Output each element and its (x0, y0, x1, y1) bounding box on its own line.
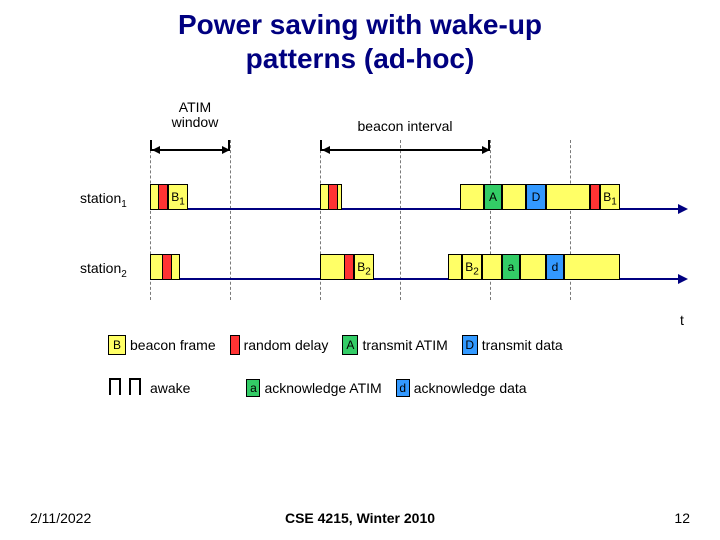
timeline-block (564, 254, 620, 280)
timeline-block (158, 184, 168, 210)
legend-swatch: A (342, 335, 358, 355)
legend-swatch: D (462, 335, 478, 355)
timeline-block: B2 (354, 254, 374, 280)
legend-swatch: B (108, 335, 126, 355)
station1-arrow (678, 204, 688, 214)
beacon-interval-label: beacon interval (340, 118, 470, 134)
station2-timeline: B2 B2 ad (0, 254, 700, 284)
timeline-block (482, 254, 502, 280)
legend-label: transmit ATIM (362, 337, 447, 353)
atim-bracket-tick-r (228, 140, 230, 150)
footer-page: 12 (674, 510, 690, 526)
timeline-block: B2 (462, 254, 482, 280)
legend-label: transmit data (482, 337, 563, 353)
beacon-bracket-line (320, 149, 490, 151)
legend-label: acknowledge data (414, 380, 527, 396)
legend-label: random delay (244, 337, 329, 353)
timeline-block: d (546, 254, 564, 280)
legend-row-2: awake aacknowledge ATIM dacknowledge data (108, 375, 541, 400)
timeline-block (448, 254, 462, 280)
legend-label: beacon frame (130, 337, 216, 353)
timeline-block: a (502, 254, 520, 280)
footer-date: 2/11/2022 (30, 510, 91, 526)
legend-row-1: Bbeacon frame random delay Atransmit ATIM D… (108, 335, 577, 355)
slide-title: Power saving with wake-up patterns (ad-h… (0, 0, 720, 75)
footer-course: CSE 4215, Winter 2010 (285, 510, 435, 526)
timeline-block: B1 (168, 184, 188, 210)
timeline-block (546, 184, 590, 210)
timeline-block (460, 184, 484, 210)
title-line1: Power saving with wake-up (0, 8, 720, 42)
legend-label: acknowledge ATIM (264, 380, 381, 396)
station2-arrow (678, 274, 688, 284)
time-axis-label: t (680, 312, 684, 328)
timeline-block: D (526, 184, 546, 210)
timeline-block: B1 (600, 184, 620, 210)
legend-swatch: a (246, 379, 260, 397)
timeline-block (344, 254, 354, 280)
legend-swatch (230, 335, 240, 355)
beacon-bracket-tick-r (488, 140, 490, 150)
atim-bracket-line (150, 149, 230, 151)
legend-label: awake (150, 380, 190, 396)
timeline-block (328, 184, 338, 210)
timeline-block (590, 184, 600, 210)
timeline-block (520, 254, 546, 280)
timeline-block (502, 184, 526, 210)
timeline-block (162, 254, 172, 280)
title-line2: patterns (ad-hoc) (0, 42, 720, 76)
timeline-block: A (484, 184, 502, 210)
legend-swatch: d (396, 379, 410, 397)
atim-window-label: ATIMwindow (160, 100, 230, 131)
station1-timeline: B1 AD B1 (0, 184, 700, 214)
awake-symbol (108, 375, 142, 400)
